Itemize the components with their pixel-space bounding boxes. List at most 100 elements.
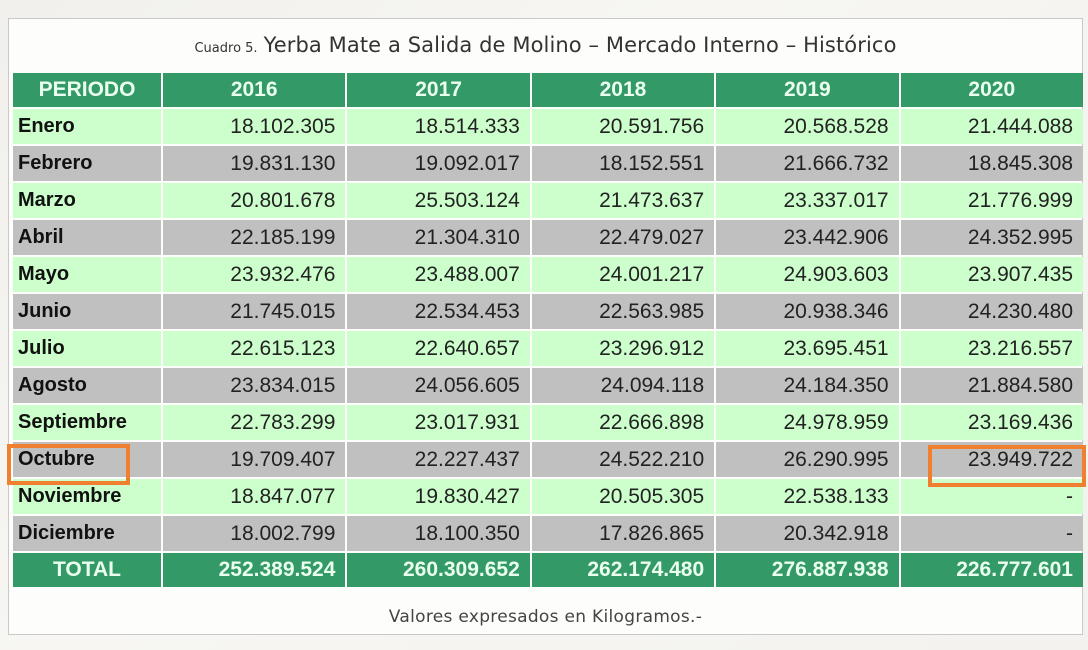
cell-value: 18.514.333 xyxy=(347,109,530,144)
cell-value: 23.017.931 xyxy=(347,405,530,440)
header-2017: 2017 xyxy=(347,73,530,107)
total-value: 276.887.938 xyxy=(716,553,899,587)
cell-value: 22.563.985 xyxy=(531,294,715,329)
cell-value: 24.522.210 xyxy=(531,442,715,477)
cell-value: 21.776.999 xyxy=(900,183,1083,218)
row-label: Septiembre xyxy=(13,405,161,440)
table-row: Abril 22.185.199 21.304.310 22.479.027 2… xyxy=(13,220,1083,255)
cell-value: 17.826.865 xyxy=(531,516,715,551)
cell-value: 18.152.551 xyxy=(531,146,715,181)
cell-value: 23.337.017 xyxy=(716,183,899,218)
row-label: Enero xyxy=(13,109,161,144)
cell-value: 24.978.959 xyxy=(716,405,899,440)
cell-value: 22.640.657 xyxy=(347,331,530,366)
cell-value: 18.100.350 xyxy=(347,516,530,551)
header-2016: 2016 xyxy=(163,73,346,107)
cell-value: 20.342.918 xyxy=(716,516,899,551)
caption-prefix: Cuadro 5. xyxy=(194,40,258,56)
cell-value: 22.185.199 xyxy=(163,220,346,255)
row-label: Julio xyxy=(13,331,161,366)
cell-value: 19.709.407 xyxy=(163,442,346,477)
cell-value: 22.783.299 xyxy=(163,405,346,440)
cell-value: 24.903.603 xyxy=(716,257,899,292)
cell-value: 19.830.427 xyxy=(347,479,530,514)
cell-value: 18.102.305 xyxy=(163,109,346,144)
cell-value: 24.352.995 xyxy=(900,220,1083,255)
total-value: 226.777.601 xyxy=(900,553,1083,587)
cell-value: 24.230.480 xyxy=(900,294,1083,329)
table-row: Julio 22.615.123 22.640.657 23.296.912 2… xyxy=(13,331,1083,366)
cell-value: 23.932.476 xyxy=(163,257,346,292)
cell-value: 21.444.088 xyxy=(900,109,1083,144)
cell-value: - xyxy=(900,516,1083,551)
row-label: Noviembre xyxy=(13,479,161,514)
cell-value: 22.227.437 xyxy=(347,442,530,477)
cell-value: 22.538.133 xyxy=(716,479,899,514)
cell-value: 25.503.124 xyxy=(347,183,530,218)
cell-value: 21.745.015 xyxy=(163,294,346,329)
cell-value-highlighted: 23.949.722 xyxy=(900,442,1083,477)
cell-value: 19.092.017 xyxy=(347,146,530,181)
cell-value: 21.884.580 xyxy=(900,368,1083,403)
cell-value: 22.534.453 xyxy=(347,294,530,329)
header-periodo: PERIODO xyxy=(13,73,161,107)
table-row: Junio 21.745.015 22.534.453 22.563.985 2… xyxy=(13,294,1083,329)
table-row: Diciembre 18.002.799 18.100.350 17.826.8… xyxy=(13,516,1083,551)
cell-value: 23.216.557 xyxy=(900,331,1083,366)
table-row-highlighted: Octubre 19.709.407 22.227.437 24.522.210… xyxy=(13,442,1083,477)
row-label: Octubre xyxy=(13,442,161,477)
cell-value: 23.296.912 xyxy=(531,331,715,366)
cell-value: 23.695.451 xyxy=(716,331,899,366)
total-value: 260.309.652 xyxy=(347,553,530,587)
table-row: Septiembre 22.783.299 23.017.931 22.666.… xyxy=(13,405,1083,440)
row-label: Marzo xyxy=(13,183,161,218)
table-row: Mayo 23.932.476 23.488.007 24.001.217 24… xyxy=(13,257,1083,292)
table-footnote: Valores expresados en Kilogramos.- xyxy=(388,607,703,627)
total-value: 252.389.524 xyxy=(163,553,346,587)
data-table: PERIODO 2016 2017 2018 2019 2020 Enero 1… xyxy=(11,71,1085,589)
header-row: PERIODO 2016 2017 2018 2019 2020 xyxy=(13,73,1083,107)
row-label: Febrero xyxy=(13,146,161,181)
row-label: Mayo xyxy=(13,257,161,292)
cell-value: 23.169.436 xyxy=(900,405,1083,440)
header-2020: 2020 xyxy=(900,73,1083,107)
table-frame: Cuadro 5. Yerba Mate a Salida de Molino … xyxy=(8,18,1083,635)
cell-value: 24.184.350 xyxy=(716,368,899,403)
cell-value: 18.845.308 xyxy=(900,146,1083,181)
total-label: TOTAL xyxy=(13,553,161,587)
table-row: Noviembre 18.847.077 19.830.427 20.505.3… xyxy=(13,479,1083,514)
table-row: Marzo 20.801.678 25.503.124 21.473.637 2… xyxy=(13,183,1083,218)
header-2018: 2018 xyxy=(531,73,715,107)
cell-value: - xyxy=(900,479,1083,514)
cell-value: 20.938.346 xyxy=(716,294,899,329)
cell-value: 18.847.077 xyxy=(163,479,346,514)
table-caption: Cuadro 5. Yerba Mate a Salida de Molino … xyxy=(9,19,1082,71)
cell-value: 21.666.732 xyxy=(716,146,899,181)
cell-value: 23.442.906 xyxy=(716,220,899,255)
cell-value: 21.304.310 xyxy=(347,220,530,255)
cell-value: 20.568.528 xyxy=(716,109,899,144)
cell-value: 24.001.217 xyxy=(531,257,715,292)
table-row: Febrero 19.831.130 19.092.017 18.152.551… xyxy=(13,146,1083,181)
cell-value: 26.290.995 xyxy=(716,442,899,477)
row-label: Junio xyxy=(13,294,161,329)
row-label: Diciembre xyxy=(13,516,161,551)
cell-value: 22.615.123 xyxy=(163,331,346,366)
cell-value: 20.801.678 xyxy=(163,183,346,218)
caption-title: Yerba Mate a Salida de Molino – Mercado … xyxy=(263,33,897,57)
row-label: Agosto xyxy=(13,368,161,403)
header-2019: 2019 xyxy=(716,73,899,107)
table-row: Agosto 23.834.015 24.056.605 24.094.118 … xyxy=(13,368,1083,403)
row-label: Abril xyxy=(13,220,161,255)
table-row: Enero 18.102.305 18.514.333 20.591.756 2… xyxy=(13,109,1083,144)
cell-value: 21.473.637 xyxy=(531,183,715,218)
cell-value: 24.094.118 xyxy=(531,368,715,403)
cell-value: 18.002.799 xyxy=(163,516,346,551)
cell-value: 19.831.130 xyxy=(163,146,346,181)
cell-value: 22.666.898 xyxy=(531,405,715,440)
cell-value: 23.488.007 xyxy=(347,257,530,292)
total-value: 262.174.480 xyxy=(531,553,715,587)
cell-value: 23.907.435 xyxy=(900,257,1083,292)
total-row: TOTAL 252.389.524 260.309.652 262.174.48… xyxy=(13,553,1083,587)
cell-value: 24.056.605 xyxy=(347,368,530,403)
